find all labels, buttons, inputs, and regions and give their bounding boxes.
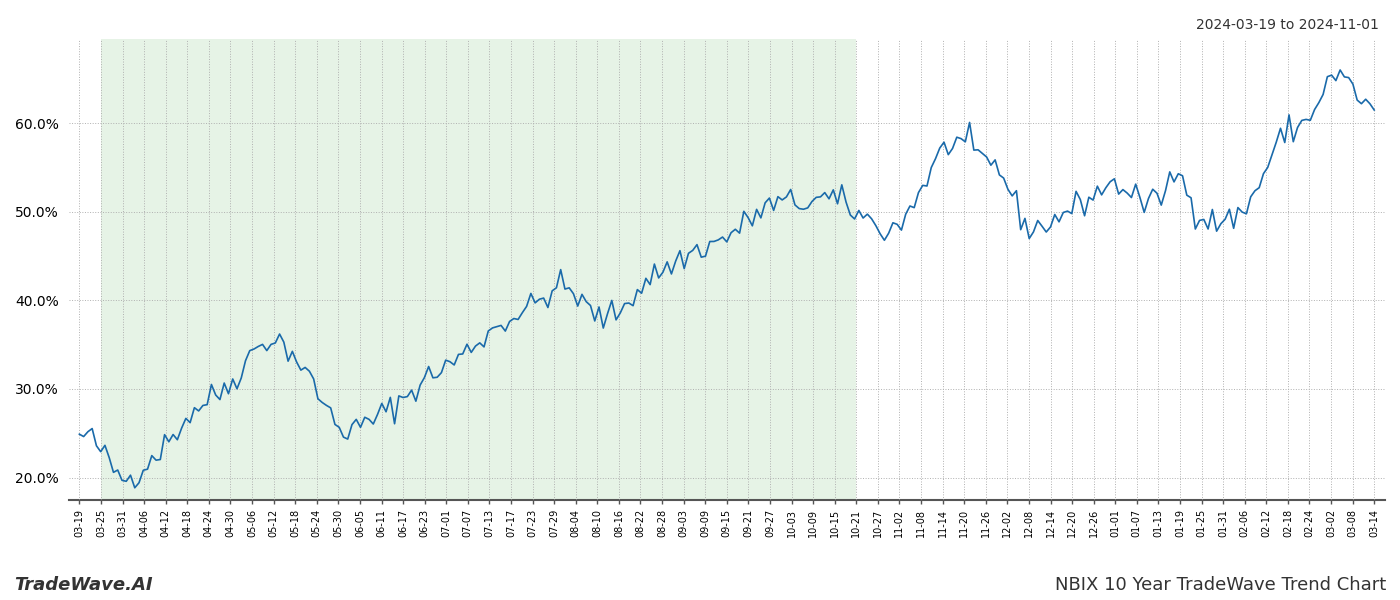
Text: TradeWave.AI: TradeWave.AI	[14, 576, 153, 594]
Text: NBIX 10 Year TradeWave Trend Chart: NBIX 10 Year TradeWave Trend Chart	[1054, 576, 1386, 594]
Text: 2024-03-19 to 2024-11-01: 2024-03-19 to 2024-11-01	[1196, 18, 1379, 32]
Bar	[101, 39, 857, 500]
